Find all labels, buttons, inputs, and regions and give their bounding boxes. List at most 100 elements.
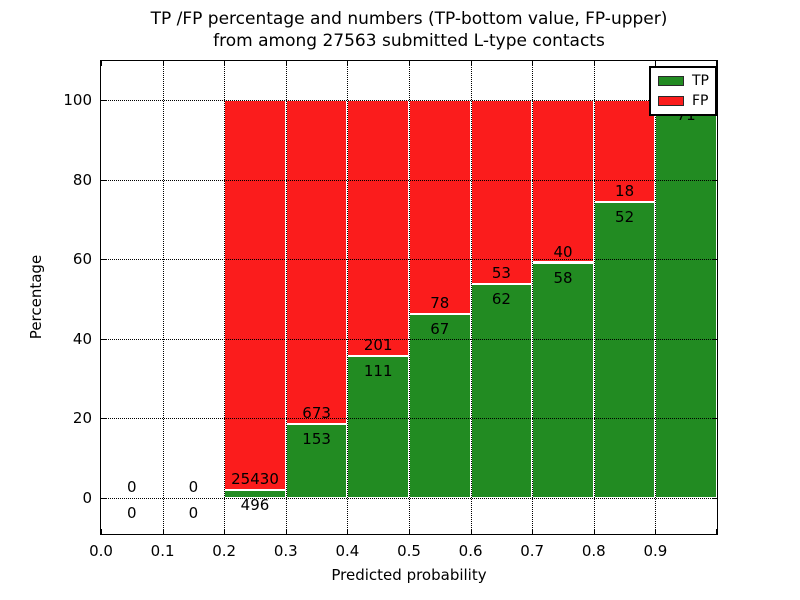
y-gridline	[101, 338, 717, 340]
y-tick-mark	[101, 418, 106, 420]
x-gridline	[655, 61, 657, 534]
fp-count-label: 0	[127, 478, 137, 496]
x-tick-mark	[347, 529, 349, 534]
y-axis-label: Percentage	[27, 254, 45, 340]
fp-bar-segment	[285, 100, 348, 425]
fp-count-label: 78	[430, 294, 450, 313]
tp-bar-segment	[593, 202, 656, 498]
x-gridline	[285, 61, 287, 534]
x-tick-mark	[409, 529, 410, 534]
x-gridline	[162, 61, 164, 534]
fp-count-label: 201	[363, 336, 393, 355]
x-gridline	[593, 61, 595, 534]
x-tick-mark	[532, 529, 534, 534]
x-tick-label: 0.2	[212, 542, 237, 560]
y-tick-label: 0	[82, 489, 92, 507]
x-tick-mark	[470, 529, 472, 534]
tp-count-label: 58	[553, 268, 573, 287]
y-tick-label: 40	[72, 329, 92, 348]
y-gridline	[101, 498, 717, 499]
x-tick-mark	[162, 529, 164, 534]
tp-count-label: 496	[240, 496, 270, 515]
y-tick-label: 80	[72, 170, 92, 189]
fp-bar-segment	[470, 100, 533, 284]
fp-legend-swatch	[658, 96, 684, 106]
tp-legend-swatch	[658, 76, 684, 86]
chart-title-line-1: TP /FP percentage and numbers (TP-bottom…	[150, 9, 668, 29]
x-tick-label: 0.9	[643, 542, 668, 560]
y-tick-mark	[712, 259, 717, 261]
y-gridline	[101, 100, 717, 102]
y-tick-label: 20	[72, 409, 92, 428]
fp-count-label: 25430	[231, 470, 279, 489]
y-tick-mark	[712, 179, 717, 181]
fp-count-label: 53	[491, 263, 511, 282]
y-tick-mark	[101, 179, 106, 181]
fp-bar-segment	[224, 100, 286, 491]
x-gridline	[409, 61, 410, 534]
fp-count-label: 18	[615, 182, 635, 201]
tp-count-label: 0	[188, 504, 199, 522]
y-gridline	[101, 259, 717, 261]
x-tick-mark	[593, 529, 595, 534]
tp-count-label: 0	[127, 504, 137, 522]
x-gridline	[532, 61, 534, 534]
tp-bar-segment	[532, 262, 594, 498]
fp-count-label: 40	[553, 242, 573, 261]
fp-bar-segment	[532, 100, 594, 263]
x-tick-label: 0.1	[150, 542, 175, 560]
tp-bar-segment	[285, 424, 348, 498]
x-tick-mark	[101, 529, 102, 534]
x-tick-mark	[162, 61, 164, 66]
y-tick-mark	[712, 418, 717, 420]
x-axis-label: Predicted probability	[331, 566, 487, 584]
fp-legend-label: FP	[692, 93, 709, 109]
x-tick-mark	[409, 61, 410, 66]
y-tick-mark	[712, 338, 717, 340]
fp-count-label: 0	[188, 478, 199, 496]
x-gridline	[347, 61, 349, 534]
x-tick-mark	[285, 61, 287, 66]
tp-count-label: 62	[491, 289, 511, 308]
tp-legend-label: TP	[692, 73, 709, 89]
x-tick-label: 0.8	[581, 542, 606, 560]
tp-count-label: 67	[430, 320, 450, 339]
legend: TP FP	[649, 66, 717, 116]
x-tick-label: 0.5	[397, 542, 421, 560]
tp-bar-segment	[655, 100, 717, 498]
tp-count-label: 52	[615, 208, 635, 227]
x-tick-label: 0.4	[335, 542, 360, 560]
x-tick-label: 0.0	[89, 542, 113, 560]
tp-bar-segment	[409, 314, 471, 498]
y-tick-mark	[101, 338, 106, 340]
x-tick-mark	[224, 61, 226, 66]
x-tick-mark	[655, 61, 657, 66]
fp-bar-segment	[347, 100, 409, 357]
x-tick-mark	[532, 61, 534, 66]
chart-title-line-2: from among 27563 submitted L-type contac…	[213, 31, 605, 51]
y-tick-label: 100	[63, 91, 92, 110]
x-tick-mark	[655, 529, 657, 534]
x-tick-mark	[224, 529, 226, 534]
y-tick-mark	[101, 100, 106, 102]
x-tick-mark	[347, 61, 349, 66]
y-gridline	[101, 418, 717, 420]
y-tick-mark	[101, 498, 106, 499]
legend-item-tp: TP	[651, 72, 715, 92]
y-tick-mark	[101, 259, 106, 261]
tp-count-label: 111	[363, 362, 393, 381]
legend-item-fp: FP	[651, 92, 715, 112]
x-gridline	[470, 61, 472, 534]
x-tick-mark	[470, 61, 472, 66]
x-tick-label: 0.3	[273, 542, 298, 560]
x-tick-label: 0.7	[520, 542, 545, 560]
tp-bar-segment	[470, 283, 533, 498]
x-tick-mark	[285, 529, 287, 534]
fp-count-label: 673	[302, 404, 331, 423]
x-tick-mark	[593, 61, 595, 66]
x-tick-mark	[101, 61, 102, 66]
x-gridline	[224, 61, 226, 534]
y-tick-mark	[712, 498, 717, 499]
fp-bar-segment	[409, 100, 471, 315]
